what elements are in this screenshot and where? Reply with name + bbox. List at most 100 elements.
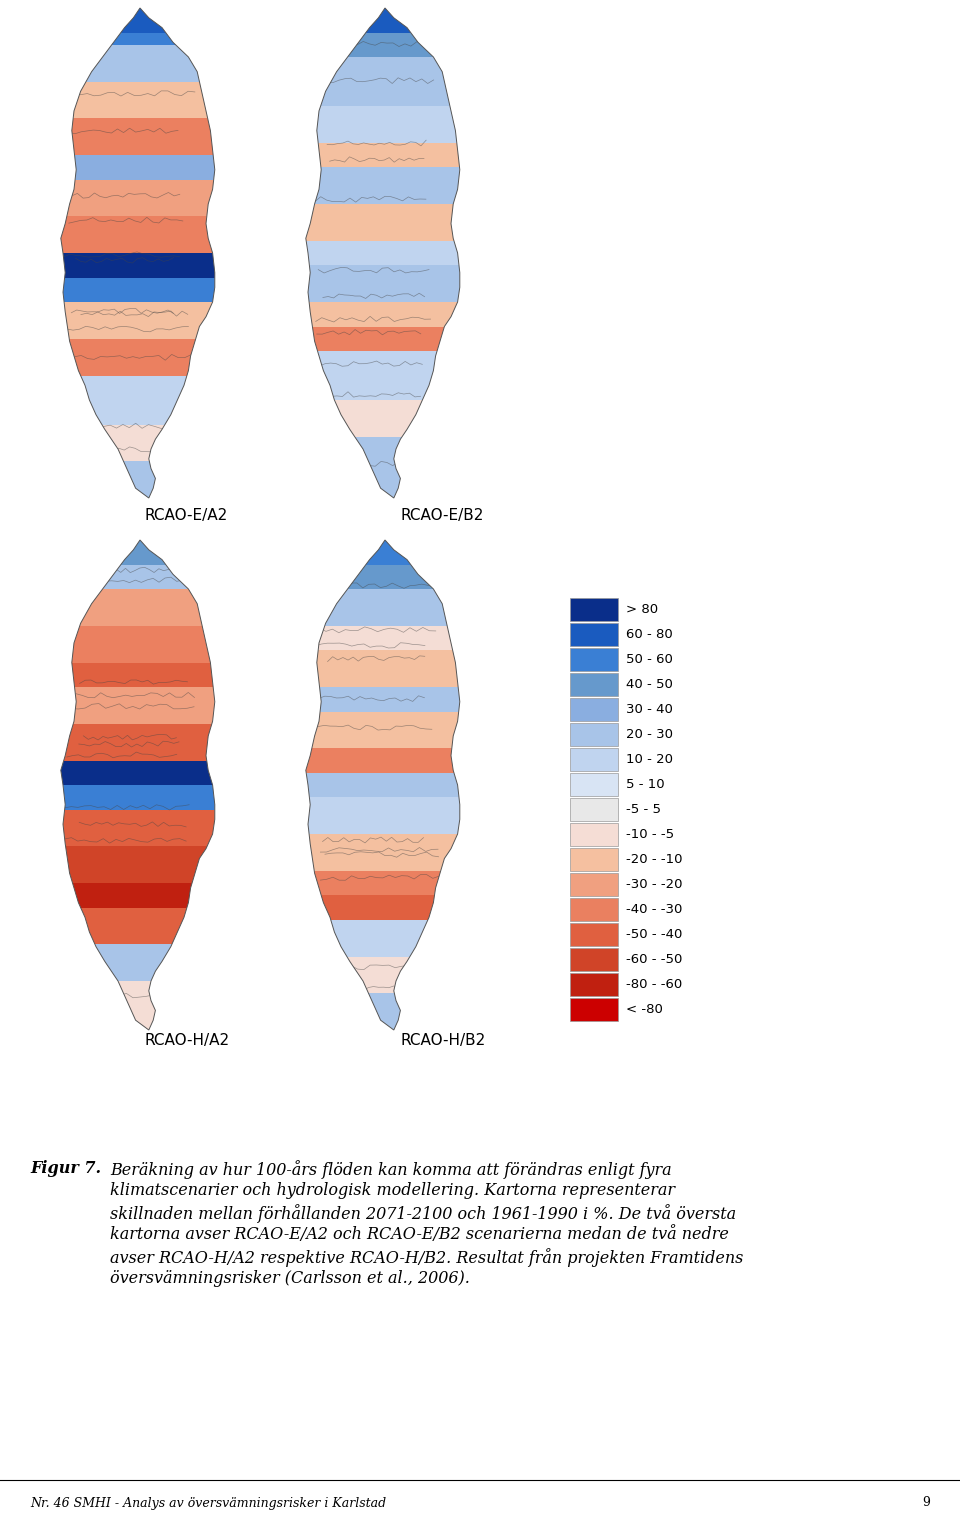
Bar (25, 241, 255, 253)
Bar (25, 760, 255, 773)
Bar (25, 541, 255, 553)
Bar (25, 266, 255, 278)
Bar (25, 315, 255, 327)
Text: Figur 7.: Figur 7. (30, 1161, 101, 1177)
Bar (270, 834, 500, 846)
Bar (25, 376, 255, 388)
Bar (270, 919, 500, 931)
Bar (570, 748, 618, 771)
Bar (270, 290, 500, 302)
Bar (25, 699, 255, 712)
Bar (270, 980, 500, 993)
Bar (25, 363, 255, 376)
Text: 50 - 60: 50 - 60 (626, 654, 673, 666)
Text: 9: 9 (923, 1496, 930, 1510)
Bar (25, 675, 255, 687)
Bar (25, 565, 255, 577)
Bar (25, 69, 255, 81)
Bar (25, 626, 255, 638)
Bar (25, 81, 255, 93)
Bar (570, 823, 618, 846)
Bar (270, 870, 500, 883)
Bar (270, 748, 500, 760)
Bar (25, 192, 255, 205)
Bar (270, 278, 500, 290)
Bar (25, 180, 255, 192)
Text: 20 - 30: 20 - 30 (626, 728, 673, 741)
Text: Beräkning av hur 100-års flöden kan komma att förändras enligt fyra: Beräkning av hur 100-års flöden kan komm… (110, 1161, 672, 1179)
Bar (570, 623, 618, 646)
Bar (570, 847, 618, 870)
Bar (270, 425, 500, 437)
Bar (25, 785, 255, 797)
Bar (570, 922, 618, 947)
Bar (25, 278, 255, 290)
Text: RCAO-E/A2: RCAO-E/A2 (145, 508, 228, 524)
Bar (25, 931, 255, 944)
Bar (570, 647, 618, 670)
Bar (25, 156, 255, 168)
Bar (25, 834, 255, 846)
Text: 40 - 50: 40 - 50 (626, 678, 673, 692)
Bar (570, 999, 618, 1022)
Text: kartorna avser RCAO-E/A2 och RCAO-E/B2 scenarierna medan de två nedre: kartorna avser RCAO-E/A2 och RCAO-E/B2 s… (110, 1226, 729, 1243)
Bar (25, 461, 255, 473)
Text: -50 - -40: -50 - -40 (626, 928, 683, 941)
Bar (270, 773, 500, 785)
Bar (270, 81, 500, 93)
Bar (270, 461, 500, 473)
Bar (270, 449, 500, 461)
Bar (270, 388, 500, 400)
Bar (270, 626, 500, 638)
Bar (25, 217, 255, 229)
Bar (25, 907, 255, 919)
Bar (270, 931, 500, 944)
Bar (25, 302, 255, 315)
Bar (25, 589, 255, 602)
Bar (270, 327, 500, 339)
Text: Nr. 46 SMHI - Analys av översvämningsrisker i Karlstad: Nr. 46 SMHI - Analys av översvämningsris… (30, 1496, 386, 1510)
Bar (270, 253, 500, 266)
Bar (25, 437, 255, 449)
Bar (270, 32, 500, 44)
Bar (25, 993, 255, 1005)
Bar (25, 93, 255, 105)
Bar (270, 907, 500, 919)
Bar (270, 205, 500, 217)
Bar (270, 44, 500, 56)
Bar (270, 589, 500, 602)
Bar (270, 229, 500, 241)
Bar (570, 698, 618, 721)
Bar (270, 156, 500, 168)
Bar (270, 56, 500, 69)
Bar (25, 870, 255, 883)
Bar (25, 638, 255, 651)
Bar (570, 873, 618, 896)
Text: -20 - -10: -20 - -10 (626, 854, 683, 866)
Bar (270, 486, 500, 498)
Bar (270, 541, 500, 553)
Bar (25, 473, 255, 486)
Bar (270, 553, 500, 565)
Bar (270, 1019, 500, 1031)
Bar (270, 339, 500, 351)
Polygon shape (60, 8, 215, 498)
Bar (25, 577, 255, 589)
Bar (270, 797, 500, 809)
Bar (270, 412, 500, 425)
Bar (25, 339, 255, 351)
Bar (25, 956, 255, 968)
Bar (25, 425, 255, 437)
Bar (25, 614, 255, 626)
Bar (270, 760, 500, 773)
Text: RCAO-H/B2: RCAO-H/B2 (400, 1032, 485, 1048)
Bar (270, 785, 500, 797)
Text: skillnaden mellan förhållanden 2071-2100 och 1961-1990 i %. De två översta: skillnaden mellan förhållanden 2071-2100… (110, 1203, 736, 1223)
Text: < -80: < -80 (626, 1003, 662, 1015)
Bar (25, 253, 255, 266)
Text: 5 - 10: 5 - 10 (626, 777, 664, 791)
Bar (270, 351, 500, 363)
Bar (270, 968, 500, 980)
Bar (25, 602, 255, 614)
Bar (270, 809, 500, 822)
